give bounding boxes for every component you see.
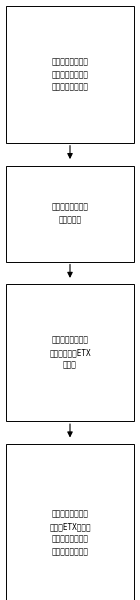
Text: 计算各节点到目的
节点的ETX值，并
按升序排序，确立
上、下游节点关系: 计算各节点到目的 节点的ETX值，并 按升序排序，确立 上、下游节点关系 xyxy=(49,509,91,556)
Text: 确立邻居节点并计
算节点间前向包和
反向包发送成功率: 确立邻居节点并计 算节点间前向包和 反向包发送成功率 xyxy=(52,58,88,91)
FancyBboxPatch shape xyxy=(6,166,134,262)
Text: 计算得到相邻节点
间的单跳链路ETX
统计表: 计算得到相邻节点 间的单跳链路ETX 统计表 xyxy=(49,336,91,370)
FancyBboxPatch shape xyxy=(6,6,134,143)
FancyBboxPatch shape xyxy=(6,444,134,600)
FancyBboxPatch shape xyxy=(6,284,134,421)
Text: 计算相邻节点间的
发包成功率: 计算相邻节点间的 发包成功率 xyxy=(52,203,88,224)
